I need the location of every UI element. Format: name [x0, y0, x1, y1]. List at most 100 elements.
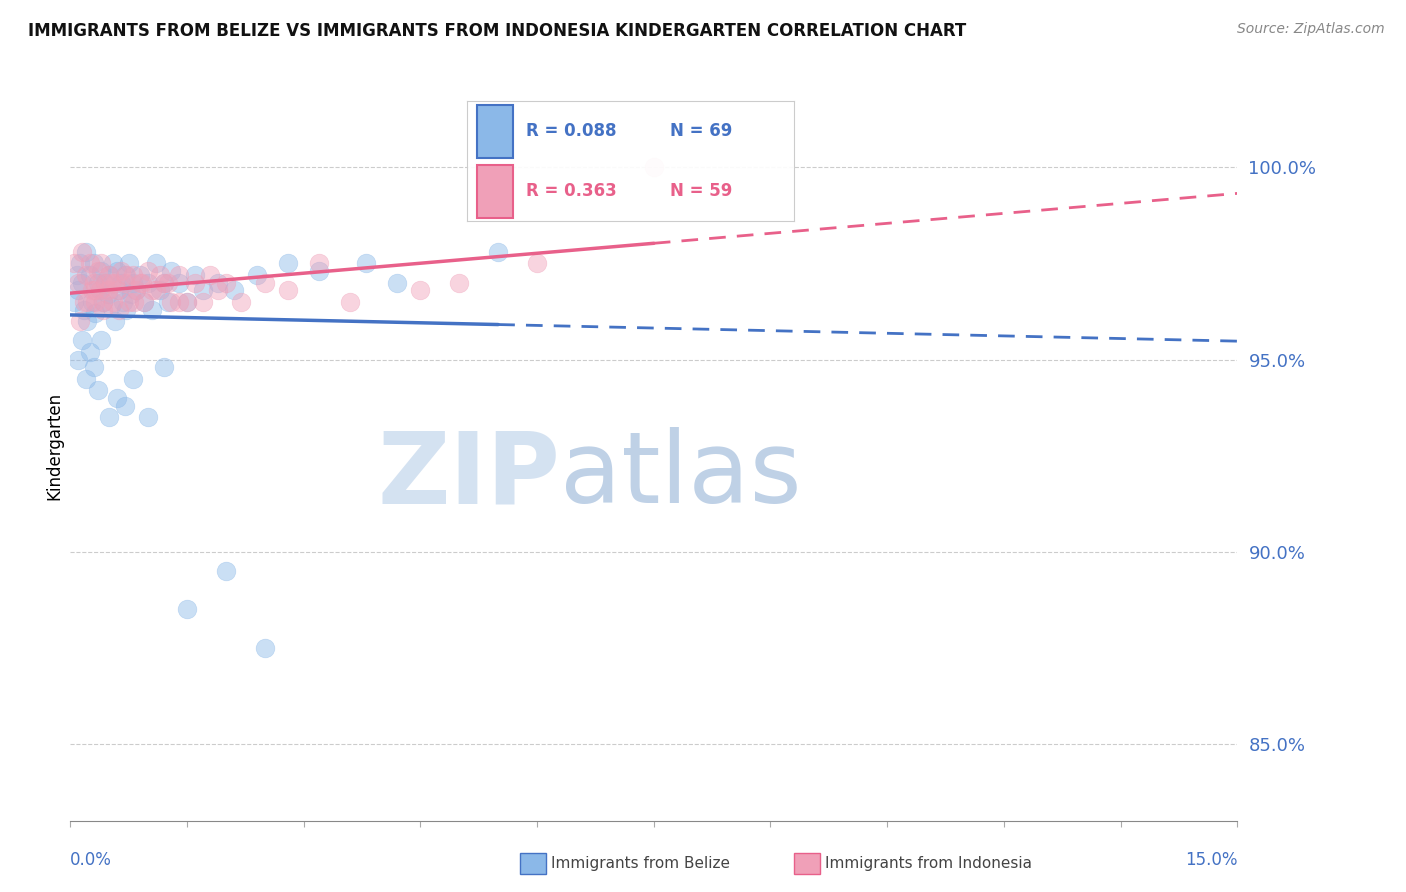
Text: atlas: atlas [561, 427, 801, 524]
Point [149, 284, 172, 298]
Point [107, 302, 129, 317]
Point [449, 276, 471, 290]
Point [184, 276, 207, 290]
Point [73, 302, 96, 317]
Point [145, 284, 167, 298]
Point [69, 256, 91, 270]
Point [246, 268, 269, 282]
Point [84, 294, 107, 309]
Point [215, 276, 238, 290]
Point [136, 410, 159, 425]
Point [67, 284, 90, 298]
Text: ZIP: ZIP [378, 427, 561, 524]
Point [84, 284, 107, 298]
Point [191, 284, 214, 298]
Point [526, 256, 548, 270]
Point [152, 360, 174, 375]
Point [277, 284, 299, 298]
Point [70, 276, 93, 290]
Point [176, 294, 198, 309]
Point [104, 314, 127, 328]
Point [643, 161, 665, 175]
Point [176, 294, 198, 309]
Point [79, 344, 101, 359]
Point [89, 284, 111, 298]
Point [160, 294, 183, 309]
Point [110, 276, 132, 290]
Point [207, 284, 229, 298]
Point [69, 314, 91, 328]
Point [308, 256, 330, 270]
Point [136, 276, 159, 290]
Point [222, 284, 245, 298]
Point [118, 256, 141, 270]
Point [141, 302, 163, 317]
Point [76, 314, 98, 328]
Point [100, 299, 122, 313]
Point [114, 399, 136, 413]
Point [101, 294, 124, 309]
Point [75, 268, 97, 282]
Point [167, 268, 190, 282]
Text: Source: ZipAtlas.com: Source: ZipAtlas.com [1237, 22, 1385, 37]
Point [100, 276, 122, 290]
Point [90, 334, 112, 348]
Point [152, 276, 174, 290]
Point [107, 284, 129, 298]
Point [67, 276, 90, 290]
Point [160, 264, 183, 278]
Point [134, 294, 156, 309]
Point [114, 268, 136, 282]
Point [63, 294, 86, 309]
Point [129, 268, 152, 282]
Point [486, 244, 509, 259]
Point [215, 564, 238, 578]
Point [167, 294, 190, 309]
Point [409, 284, 432, 298]
Point [105, 391, 128, 405]
Point [152, 276, 174, 290]
Point [105, 264, 128, 278]
Point [98, 268, 121, 282]
Point [91, 294, 114, 309]
Point [86, 276, 108, 290]
Point [70, 334, 93, 348]
Point [79, 268, 101, 282]
Point [90, 256, 112, 270]
Point [105, 284, 128, 298]
Point [121, 372, 143, 386]
Point [385, 276, 408, 290]
Point [76, 294, 98, 309]
Point [129, 276, 152, 290]
Point [84, 306, 107, 320]
Point [308, 264, 330, 278]
Point [131, 276, 153, 290]
Point [97, 287, 120, 301]
Point [253, 276, 276, 290]
Point [125, 284, 148, 298]
Point [91, 302, 114, 317]
Point [91, 294, 114, 309]
Text: 0.0%: 0.0% [70, 851, 112, 869]
Point [134, 294, 156, 309]
Point [104, 276, 127, 290]
Point [63, 256, 86, 270]
Point [118, 294, 141, 309]
Point [191, 294, 214, 309]
Point [83, 276, 105, 290]
Point [90, 264, 112, 278]
Point [184, 268, 207, 282]
Text: Immigrants from Belize: Immigrants from Belize [551, 856, 730, 871]
Point [73, 294, 96, 309]
Point [83, 360, 105, 375]
Point [141, 284, 163, 298]
Point [122, 294, 145, 309]
Point [200, 268, 222, 282]
Point [149, 268, 172, 282]
Text: 15.0%: 15.0% [1185, 851, 1237, 869]
Point [101, 256, 124, 270]
Point [83, 256, 105, 270]
Point [207, 276, 229, 290]
Y-axis label: Kindergarten: Kindergarten [45, 392, 63, 500]
Point [70, 244, 93, 259]
